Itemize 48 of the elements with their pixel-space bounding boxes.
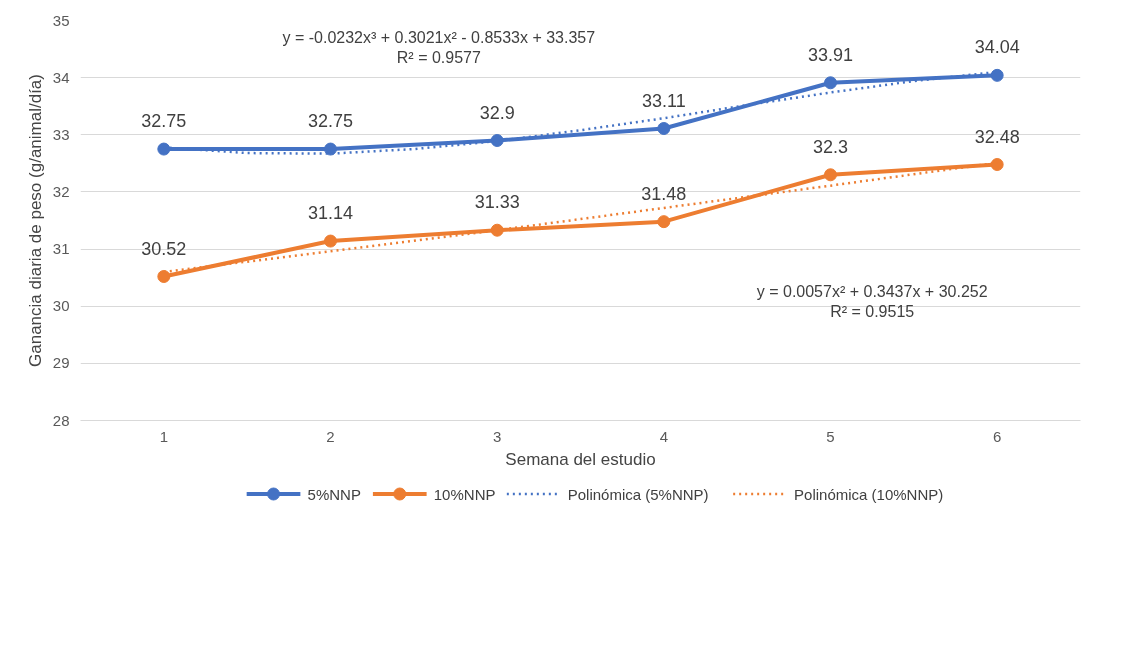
- data-label: 32.75: [307, 111, 354, 132]
- x-axis-title: Semana del estudio: [505, 449, 656, 469]
- y-tick-label: 34: [52, 68, 70, 86]
- x-tick-label: 2: [326, 427, 335, 445]
- point: [657, 122, 671, 135]
- legend-label: Polinómica (5%NNP): [567, 485, 709, 503]
- data-label: 31.14: [307, 203, 354, 224]
- data-label: 32.3: [812, 136, 849, 157]
- annotation: y = 0.0057x² + 0.3437x + 30.252: [756, 283, 988, 301]
- point: [324, 234, 337, 248]
- y-tick-label: 29: [52, 354, 70, 372]
- point: [824, 168, 837, 182]
- y-tick-label: 32: [52, 182, 70, 200]
- data-label: 34.04: [974, 37, 1020, 58]
- point: [157, 270, 171, 283]
- y-tick-label: 33: [52, 125, 70, 143]
- annotation: y = -0.0232x³ + 0.3021x² - 0.8533x + 33.357: [282, 29, 596, 47]
- legend-label: 5%NNP: [307, 485, 361, 503]
- data-label: 32.48: [974, 126, 1020, 147]
- point: [157, 142, 171, 156]
- y-tick-label: 31: [52, 240, 70, 258]
- point: [490, 223, 504, 237]
- annotation: R² = 0.9515: [830, 303, 915, 321]
- legend-label: 10%NNP: [433, 485, 496, 503]
- point: [324, 142, 337, 156]
- y-tick-label: 28: [52, 411, 70, 429]
- x-tick-label: 6: [993, 427, 1002, 445]
- annotation: R² = 0.9577: [396, 49, 481, 67]
- point: [990, 158, 1004, 171]
- x-tick-label: 1: [159, 427, 169, 445]
- y-tick-label: 30: [52, 297, 70, 315]
- data-label: 33.91: [807, 44, 854, 65]
- data-label: 30.52: [141, 238, 187, 259]
- x-tick-label: 4: [659, 427, 669, 445]
- y-tick-label: 35: [52, 11, 70, 29]
- x-tick-label: 5: [826, 427, 835, 445]
- point: [490, 134, 504, 147]
- data-label: 33.11: [641, 90, 686, 111]
- legend-label: Polinómica (10%NNP): [794, 485, 944, 503]
- data-label: 32.75: [141, 111, 187, 132]
- data-label: 31.48: [641, 183, 687, 204]
- point: [824, 76, 837, 90]
- data-label: 31.33: [474, 192, 520, 213]
- point: [657, 215, 671, 229]
- y-axis-title: Ganancia diaria de peso (g/animal/día): [25, 74, 45, 367]
- x-tick-label: 3: [493, 427, 502, 445]
- data-label: 32.9: [479, 102, 515, 123]
- point: [990, 68, 1004, 82]
